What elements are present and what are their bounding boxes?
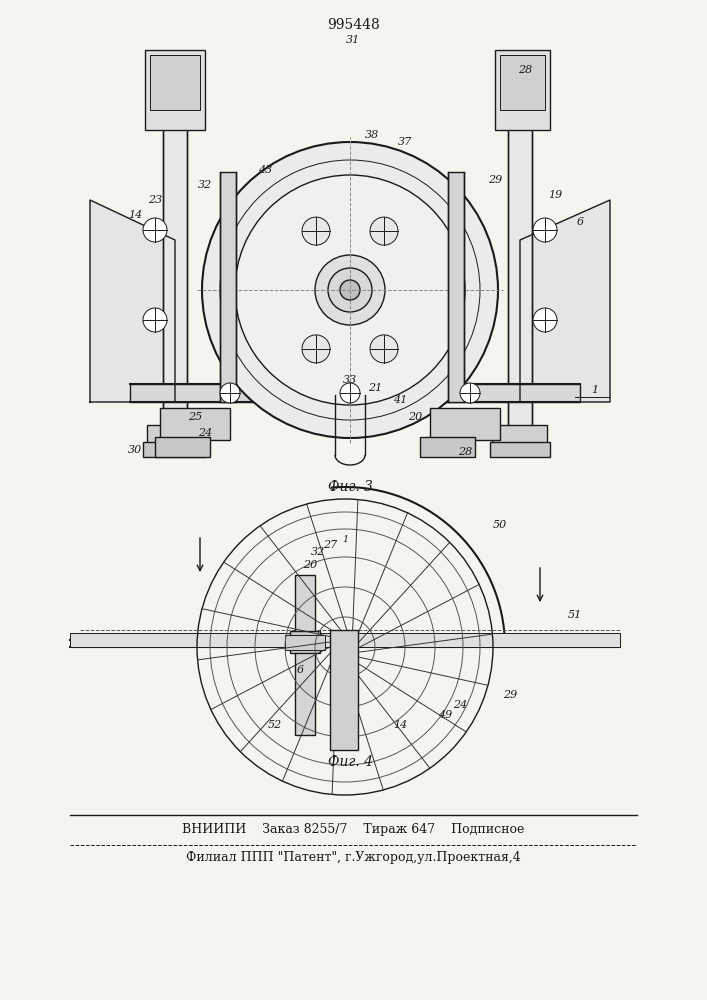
Circle shape [143,218,167,242]
Text: 25: 25 [188,412,202,422]
Text: Филиал ППП "Патент", г.Ужгород,ул.Проектная,4: Филиал ППП "Патент", г.Ужгород,ул.Проект… [186,850,520,863]
Bar [290,631,320,653]
Text: 29: 29 [488,175,502,185]
Bar [70,633,620,647]
Circle shape [533,218,557,242]
Circle shape [460,383,480,403]
Bar [492,425,547,450]
Text: 51: 51 [568,610,582,620]
Text: 20: 20 [408,412,422,422]
Text: 27: 27 [323,540,337,550]
Text: 28: 28 [518,65,532,75]
Text: 37: 37 [398,137,412,147]
Text: 50: 50 [493,520,507,530]
Bar [130,384,580,402]
Text: 31: 31 [346,35,360,45]
Text: 24: 24 [198,428,212,438]
Circle shape [340,383,360,403]
Circle shape [315,255,385,325]
Circle shape [339,641,351,653]
Bar [420,437,475,457]
Text: 14: 14 [128,210,142,220]
Circle shape [235,175,465,405]
Text: 33: 33 [343,375,357,385]
Polygon shape [520,200,610,402]
Text: Фиг. 3: Фиг. 3 [327,480,373,494]
Circle shape [370,217,398,245]
Text: 24: 24 [453,700,467,710]
Text: 32: 32 [311,547,325,557]
Circle shape [370,335,398,363]
Circle shape [302,217,330,245]
Text: ВНИИПИ    Заказ 8255/7    Тираж 647    Подписное: ВНИИПИ Заказ 8255/7 Тираж 647 Подписное [182,824,524,836]
Text: 20: 20 [303,560,317,570]
Text: 38: 38 [365,130,379,140]
Text: 19: 19 [548,190,562,200]
Circle shape [143,308,167,332]
Text: 6: 6 [576,217,583,227]
Circle shape [340,280,360,300]
Bar [143,442,205,457]
Bar [147,425,202,450]
Bar [430,408,500,440]
Text: 43: 43 [258,165,272,175]
Bar [285,635,325,650]
Text: 21: 21 [368,383,382,393]
Circle shape [328,268,372,312]
Bar [490,442,550,457]
Bar [295,575,315,735]
Circle shape [302,335,330,363]
Text: 1: 1 [342,536,348,544]
Bar [330,630,358,750]
Bar [160,408,230,440]
Text: 32: 32 [198,180,212,190]
Text: 1: 1 [592,385,599,395]
Text: 995448: 995448 [327,18,380,32]
Text: 41: 41 [393,395,407,405]
Bar [500,55,545,110]
Text: 52: 52 [268,720,282,730]
Polygon shape [90,200,175,402]
Text: 28: 28 [458,447,472,457]
Bar [155,437,210,457]
Bar [145,50,205,130]
Bar [220,172,236,402]
Text: 29: 29 [503,690,517,700]
Text: Фиг. 4: Фиг. 4 [327,755,373,769]
Bar [150,55,200,110]
Circle shape [333,635,357,659]
Circle shape [220,383,240,403]
Bar [495,50,550,130]
Text: 23: 23 [148,195,162,205]
Text: 49: 49 [438,710,452,720]
Circle shape [202,142,498,438]
Circle shape [533,308,557,332]
Bar [448,172,464,402]
Text: 6: 6 [296,665,303,675]
Bar [508,55,532,455]
Bar [163,55,187,455]
Text: 30: 30 [128,445,142,455]
Text: 14: 14 [393,720,407,730]
